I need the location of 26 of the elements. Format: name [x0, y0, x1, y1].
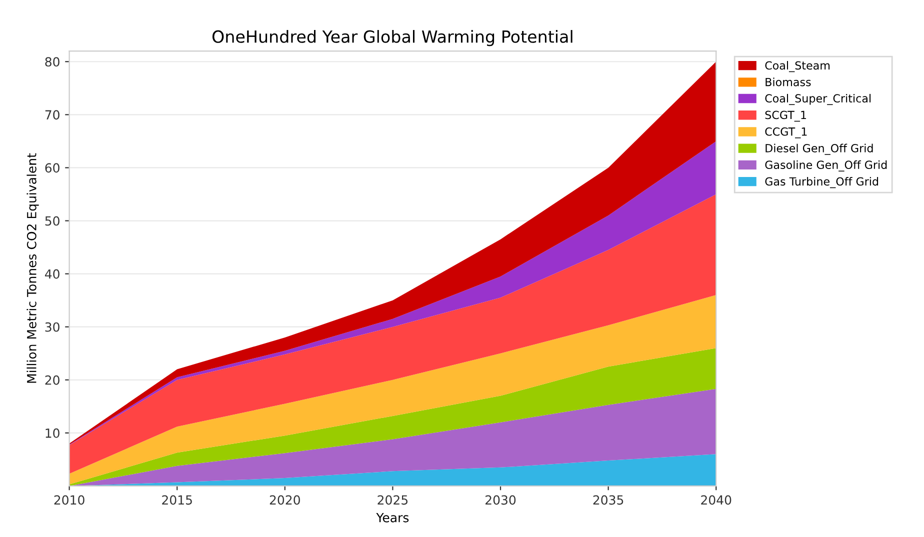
y-tick-label: 20 — [45, 375, 60, 385]
legend-label: Coal_Super_Critical — [765, 94, 871, 106]
legend-label: CCGT_1 — [765, 127, 807, 138]
x-tick-label: 2025 — [378, 495, 408, 505]
x-tick-label: 2035 — [593, 495, 624, 505]
y-tick-label: 60 — [45, 163, 60, 173]
y-tick-label: 30 — [45, 322, 60, 332]
legend-label: Diesel Gen_Off Grid — [766, 144, 873, 155]
x-tick-label: 2030 — [486, 495, 516, 505]
x-tick-label: 2040 — [701, 495, 732, 505]
y-tick-label: 10 — [46, 428, 60, 438]
legend-label: Coal_Steam — [765, 61, 830, 72]
legend-label: Gasoline Gen_Off Grid — [765, 160, 887, 172]
y-tick-label: 40 — [44, 269, 60, 279]
y-tick-label: 80 — [45, 57, 60, 67]
x-axis-title: Years — [376, 513, 409, 522]
x-tick-label: 2020 — [270, 495, 300, 505]
x-tick-label: 2010 — [54, 495, 84, 505]
y-tick-label: 50 — [45, 216, 60, 226]
y-axis-title: Million Metric Tonnes CO2 Equivalent — [26, 153, 39, 383]
chart-title: OneHundred Year Global Warming Potential — [212, 30, 572, 46]
x-tick-label: 2015 — [162, 495, 192, 505]
legend-label: Biomass — [766, 78, 811, 86]
legend-label: Gas Turbine_Off Grid — [765, 177, 878, 188]
legend-label: SCGT_1 — [765, 110, 806, 122]
y-tick-label: 70 — [45, 110, 60, 120]
